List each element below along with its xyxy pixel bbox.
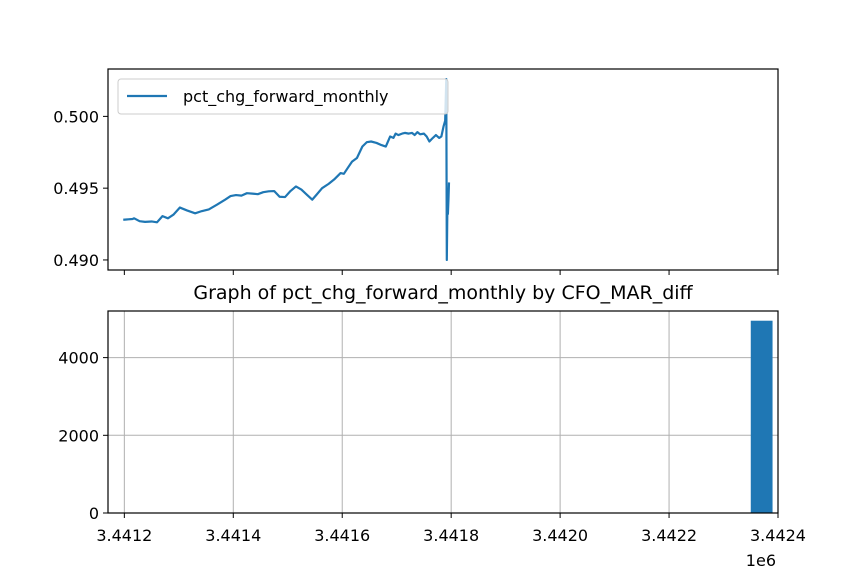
line-y-tick-label: 0.500 (53, 107, 99, 126)
line-chart-panel: 0.490 0.495 0.500 pct_chg_forward_monthly (53, 68, 779, 275)
legend-box (117, 78, 449, 115)
bar-chart-y-ticks: 0 2000 4000 (58, 349, 108, 523)
bar-y-tick-label: 0 (89, 504, 99, 523)
legend: pct_chg_forward_monthly (117, 78, 449, 115)
x-axis-offset-label: 1e6 (746, 551, 776, 570)
bar-y-tick-label: 2000 (58, 426, 99, 445)
histogram-bar (750, 320, 773, 513)
bar-x-tick-label: 3.4420 (532, 526, 588, 545)
bar-chart-x-ticks: 3.4412 3.4414 3.4416 3.4418 3.4420 3.4422 3.44… (96, 513, 806, 545)
bar-x-tick-label: 3.4414 (205, 526, 261, 545)
bar-x-tick-label: 3.4422 (641, 526, 697, 545)
bar-chart-panel: Graph of pct_chg_forward_monthly by CFO_… (58, 282, 806, 570)
bar-x-tick-label: 3.4412 (96, 526, 152, 545)
bar-chart-title: Graph of pct_chg_forward_monthly by CFO_… (193, 282, 693, 304)
line-chart-y-ticks: 0.490 0.495 0.500 (53, 107, 108, 270)
legend-label: pct_chg_forward_monthly (183, 87, 389, 107)
line-y-tick-label: 0.495 (53, 179, 99, 198)
line-y-tick-label: 0.490 (53, 251, 99, 270)
line-chart-frame (107, 68, 779, 271)
bar-x-tick-label: 3.4416 (314, 526, 370, 545)
bar-x-tick-label: 3.4424 (750, 526, 806, 545)
line-chart-x-ticks (123, 270, 779, 275)
bar-x-tick-label: 3.4418 (423, 526, 479, 545)
bar-chart-bars (750, 320, 773, 513)
bar-chart-frame (107, 310, 779, 514)
line-series-pct-chg-forward-monthly (123, 77, 451, 262)
bar-y-tick-label: 4000 (58, 349, 99, 368)
bar-chart-grid (108, 311, 779, 514)
